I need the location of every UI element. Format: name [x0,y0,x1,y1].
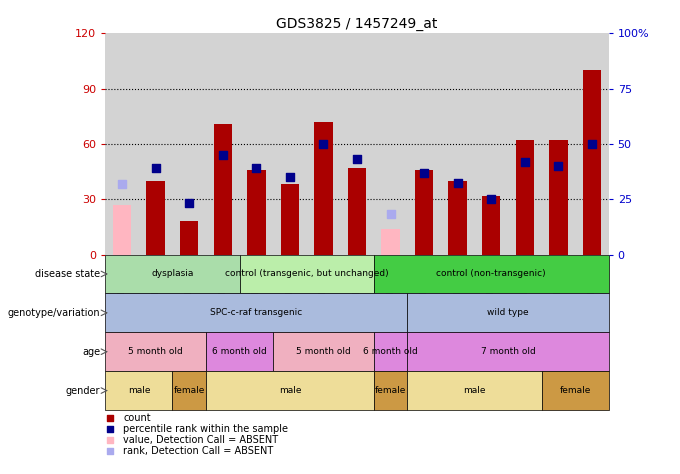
Point [586,140,597,148]
Point [184,199,194,207]
Bar [214,124,232,255]
Bar [374,371,407,410]
Bar [448,181,467,255]
Text: control (non-transgenic): control (non-transgenic) [437,270,546,278]
Point [105,447,116,454]
Text: disease state: disease state [35,269,101,279]
Text: gender: gender [66,385,101,396]
Text: female: female [375,386,406,395]
Bar [415,170,433,255]
Text: female: female [560,386,591,395]
Text: male: male [128,386,150,395]
Bar [347,168,367,255]
Point [284,173,295,181]
Title: GDS3825 / 1457249_at: GDS3825 / 1457249_at [276,17,438,31]
Point [352,155,362,163]
Point [150,164,161,172]
Point [251,164,262,172]
Bar [314,122,333,255]
Bar [583,70,601,255]
Text: female: female [173,386,205,395]
Bar [407,371,541,410]
Text: age: age [82,346,101,357]
Text: male: male [463,386,486,395]
Point [318,140,329,148]
Text: 7 month old: 7 month old [481,347,535,356]
Bar [374,332,407,371]
Bar [113,205,131,255]
Bar [105,371,173,410]
Text: rank, Detection Call = ABSENT: rank, Detection Call = ABSENT [123,446,273,456]
Text: 6 month old: 6 month old [363,347,418,356]
Bar [273,332,374,371]
Bar [105,332,206,371]
Bar [515,140,534,255]
Point [486,195,496,203]
Text: 5 month old: 5 month old [129,347,183,356]
Point [105,425,116,433]
Bar [482,195,500,255]
Text: male: male [279,386,301,395]
Bar [146,181,165,255]
Bar [105,255,239,293]
Bar [549,140,568,255]
Point [553,162,564,170]
Text: dysplasia: dysplasia [152,270,194,278]
Bar [381,229,400,255]
Bar [105,293,407,332]
Bar [239,255,374,293]
Point [520,158,530,166]
Text: value, Detection Call = ABSENT: value, Detection Call = ABSENT [123,435,278,445]
Bar [541,371,609,410]
Point [218,151,228,159]
Text: percentile rank within the sample: percentile rank within the sample [123,424,288,434]
Text: 6 month old: 6 month old [212,347,267,356]
Point [452,179,463,186]
Point [419,170,430,177]
Text: SPC-c-raf transgenic: SPC-c-raf transgenic [210,309,303,317]
Text: 5 month old: 5 month old [296,347,351,356]
Text: control (transgenic, but unchanged): control (transgenic, but unchanged) [225,270,388,278]
Bar [206,332,273,371]
Text: wild type: wild type [487,309,529,317]
Bar [407,332,609,371]
Bar [374,255,609,293]
Point [105,436,116,444]
Bar [173,371,206,410]
Bar [247,170,266,255]
Bar [407,293,609,332]
Point [117,181,128,188]
Bar [180,221,199,255]
Text: genotype/variation: genotype/variation [7,308,101,318]
Point [385,210,396,218]
Text: count: count [123,413,151,423]
Bar [281,184,299,255]
Point [105,414,116,422]
Bar [206,371,374,410]
